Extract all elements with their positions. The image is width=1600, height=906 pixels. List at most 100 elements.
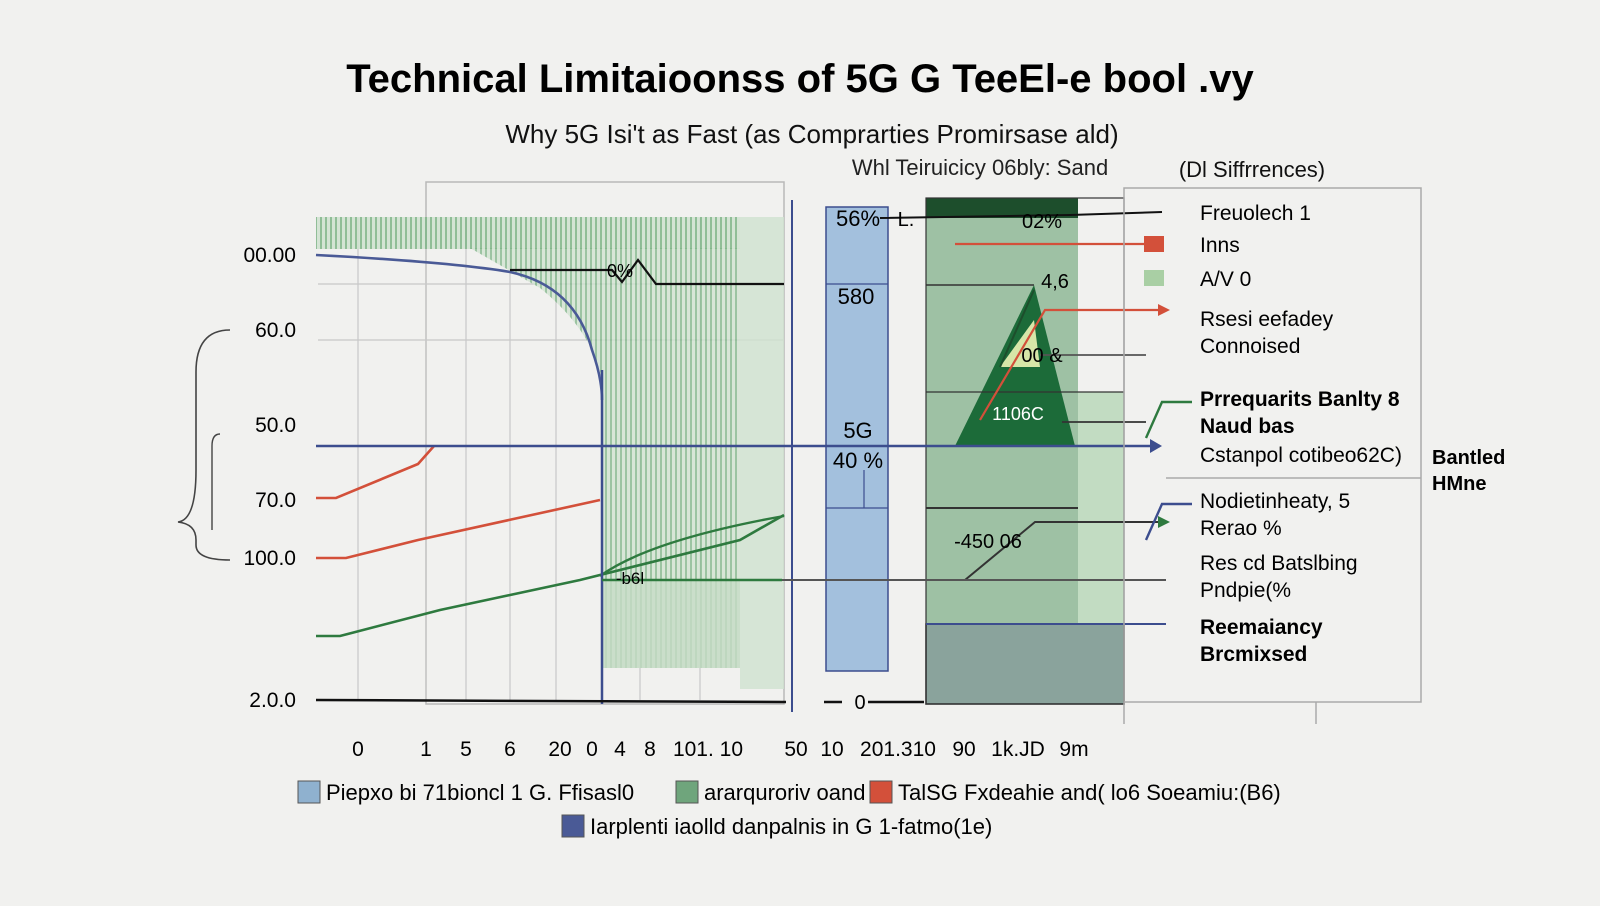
right-heading: (Dl Siffrrences) [1179,157,1325,182]
series-layer [315,253,785,638]
mid-label-b6l: -b6l [616,569,644,588]
bar-label-56: 56% [836,206,880,231]
leader-3-arrow [1158,304,1170,316]
legend-swatch [1144,270,1164,286]
legend-text: A/V 0 [1200,268,1251,291]
legend-text: Inns [1200,234,1240,257]
mid-label-0pct: 0% [607,261,633,281]
panel-label-02: 02% [1022,211,1062,233]
right-legend-frame [1123,187,1422,703]
legend-swatch [1144,400,1192,439]
area-top-band [316,217,740,249]
bottom-legend-item: ararquroriv oand [675,780,865,805]
panel-label-450: -450 06 [954,531,1022,553]
x-tick-label: 20 [548,738,571,761]
leader-6-arrow [1158,516,1170,528]
leader-1 [879,211,1163,219]
legend-swatch [1144,502,1192,541]
x-tick-label: 0 [586,738,598,761]
legend-text: Iarplenti iaolld danpalnis in G 1-fatmo(… [590,814,992,839]
legend-text: Piepxo bi 71bioncl 1 G. Ffisasl0 [326,780,634,805]
legend-text: Freuolech 1 [1200,202,1311,225]
right-legend [1123,187,1422,724]
blue-bar-group [825,206,889,672]
x-tick-label: 9m [1059,738,1088,761]
x-axis: 0 1 5 6 20 0 4 8 101. 10 50 10 201.310 90 1k.JD 9m [352,738,1088,761]
right-legend-entry: Rsesi eefadey Connoised [1200,308,1334,358]
legend-text: Nodietinheaty, 5 [1200,490,1350,513]
x-tick-label: 0 [352,738,364,761]
green-panel-top [926,198,1078,218]
x-tick-label: 1 [420,738,432,761]
legend-swatch [675,780,699,804]
panel-label-46: 4,6 [1041,271,1069,293]
y-tick-label: 60.0 [255,319,296,342]
area-main-fill [470,248,740,668]
green-panel-light [1078,392,1124,624]
y-tick-label: 70.0 [255,489,296,512]
y-tick-label: 00.00 [243,244,296,267]
x-tick-label: 1k.JD [991,738,1045,761]
legend-text: Prrequarits Banlty 8 [1200,388,1400,411]
series-line-red [316,498,601,560]
series-line-blue [315,253,604,401]
left-brace-inner [211,433,221,530]
legend-text: TalSG Fxdeahie and( lo6 Soeamiu:(B6) [898,780,1281,805]
x-tick-label: 5 [460,738,472,761]
green-panel-bottom [925,623,1125,705]
legend-text: Brcmixsed [1200,643,1307,666]
x-tick-label: 6 [504,738,516,761]
legend-swatch [1144,236,1164,252]
legend-text: Naud bas [1200,415,1295,438]
y-axis: 00.00 60.0 50.0 70.0 100.0 2.0.0 [243,244,296,712]
chart-subtitle: Why 5G Isi't as Fast (as Comprarties Pro… [505,119,1118,149]
y-tick-label: 50.0 [255,414,296,437]
legend-swatch [561,814,585,838]
leader-3 [979,308,1166,421]
right-legend-entries: Freuolech 1 Inns A/V 0 Rsesi eefadey Connois… [1144,202,1402,666]
chart-title: Technical Limitaioonss of 5G G TeeEl-e b… [346,57,1254,101]
series-line-black [510,258,784,286]
bottom-legend: Piepxo bi 71bioncl 1 G. Ffisasl0 ararquro… [297,780,1281,839]
chart-subtitle-2: Whl Teiruicicy 06bly: Sand [852,155,1108,180]
legend-text: Cstanpol cotibeo62C) [1200,444,1402,467]
legend-text: Reemaiancy [1200,616,1323,639]
bar-label-580: 580 [838,284,875,309]
bottom-baseline [315,698,787,704]
x-tick-label: 90 [952,738,975,761]
area-lower-fill [602,580,740,668]
y-tick-label: 2.0.0 [249,689,296,712]
x-tick-label: 50 [784,738,807,761]
legend-swatch [869,780,893,804]
right-legend-entry: Inns [1144,234,1240,257]
legend-text: Pndpie(% [1200,579,1291,602]
x-tick-label: 201.310 [860,738,936,761]
bar-label-40: 40 % [833,448,883,473]
bottom-legend-item: TalSG Fxdeahie and( lo6 Soeamiu:(B6) [869,780,1281,805]
bottom-legend-item: Piepxo bi 71bioncl 1 G. Ffisasl0 [297,780,634,805]
bar-label-5g: 5G [843,418,872,443]
legend-text: Res cd Batslbing [1200,552,1358,575]
legend-text: Connoised [1200,335,1300,358]
green-panel [925,197,1166,705]
legend-swatch [297,780,321,804]
leader-6 [964,521,1166,581]
legend-text: ararquroriv oand [704,780,865,805]
x-tick-label: 8 [644,738,656,761]
zero-label: 0 [854,692,865,714]
x-tick-label: 4 [614,738,626,761]
right-legend-entry: Freuolech 1 [1200,202,1311,225]
right-legend-entry: Nodietinheaty, 5 Rerao % [1144,490,1350,541]
series-line-red [316,445,435,500]
green-area [316,217,784,689]
legend-text: Rerao % [1200,517,1282,540]
x-tick-label: 101. 10 [673,738,743,761]
peak-outline [999,289,1035,368]
series-line-green [316,513,785,638]
right-legend-entry: Reemaiancy Brcmixsed [1200,616,1323,666]
area-light-extension [740,217,784,689]
bottom-legend-item: Iarplenti iaolld danpalnis in G 1-fatmo(… [561,814,992,839]
panel-label-00: 00 & [1021,345,1063,367]
bar-label-l: L. [898,209,915,231]
